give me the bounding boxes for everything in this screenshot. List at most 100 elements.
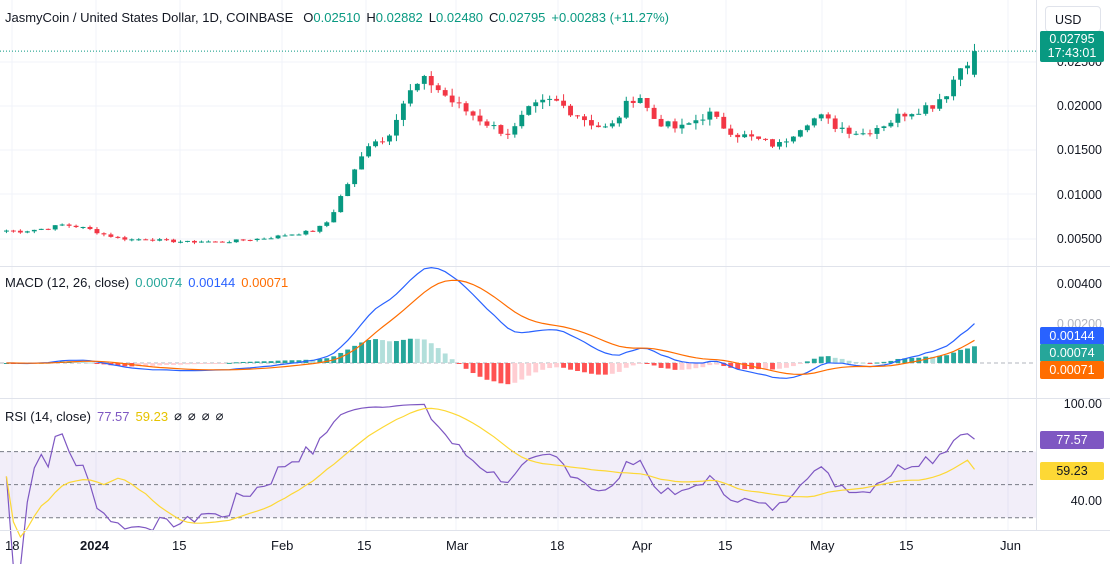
- candle-body: [700, 119, 706, 121]
- macd-histogram-bar: [700, 363, 706, 368]
- candle-body: [212, 241, 218, 243]
- candle-body: [832, 118, 838, 129]
- macd-title[interactable]: MACD (12, 26, close): [5, 275, 130, 290]
- rsi-title[interactable]: RSI (14, close): [5, 408, 91, 424]
- macd-histogram-bar: [944, 355, 950, 363]
- macd-histogram-bar: [651, 363, 657, 366]
- macd-histogram-bar: [400, 339, 406, 363]
- candle-body: [10, 230, 16, 232]
- candle-body: [526, 106, 532, 115]
- candle-body: [282, 235, 288, 237]
- candle-body: [101, 233, 107, 235]
- candle-body: [275, 235, 281, 239]
- macd-histogram-bar: [623, 363, 629, 368]
- candle-body: [790, 136, 796, 142]
- candle-body: [491, 125, 497, 127]
- candle-body: [185, 240, 190, 242]
- candle-body: [777, 142, 782, 147]
- macd-histogram-bar: [484, 363, 490, 380]
- macd-histogram-bar: [846, 360, 852, 363]
- candle-body: [804, 125, 810, 131]
- macd-histogram-bar: [185, 363, 190, 365]
- macd-histogram-bar: [282, 360, 288, 363]
- macd-histogram-bar: [345, 349, 351, 363]
- candle-body: [902, 113, 908, 117]
- candle-body: [38, 228, 44, 230]
- date-axis-label: 15: [357, 538, 372, 553]
- date-axis-label: 15: [172, 538, 187, 553]
- macd-histogram-bar: [728, 363, 734, 368]
- candle-body: [456, 102, 462, 104]
- candle-body: [59, 224, 65, 226]
- macd-histogram-bar: [101, 363, 107, 365]
- macd-histogram-bar: [609, 363, 615, 374]
- candle-body: [352, 169, 358, 185]
- macd-histogram-bar: [658, 363, 664, 368]
- macd-histogram-bar: [296, 360, 302, 363]
- candle-body: [623, 100, 629, 118]
- macd-signal-value: 0.00071: [241, 275, 289, 290]
- rsi-empty-value: ⌀: [174, 408, 182, 423]
- candle-body: [505, 133, 511, 135]
- macd-histogram-bar: [261, 361, 267, 363]
- candle-body: [178, 241, 183, 243]
- candle-body: [554, 98, 560, 101]
- macd-histogram-bar: [853, 361, 859, 363]
- candle-body: [226, 242, 232, 244]
- candle-body: [811, 118, 817, 126]
- candle-body: [463, 103, 469, 112]
- currency-button[interactable]: USD: [1045, 6, 1101, 32]
- candle-body: [616, 117, 622, 124]
- macd-histogram-bar: [881, 361, 887, 363]
- candle-body: [435, 85, 441, 91]
- rsi-empty-value: ⌀: [215, 408, 224, 423]
- candle-body: [951, 79, 957, 97]
- candle-body: [756, 136, 762, 139]
- candle-body: [867, 133, 873, 135]
- pane-divider-rsi[interactable]: [0, 398, 1110, 399]
- macd-histogram-bar: [665, 363, 671, 369]
- macd-histogram-bar: [150, 363, 156, 366]
- macd-histogram-bar: [777, 363, 782, 369]
- candle-body: [129, 239, 135, 241]
- macd-histogram-bar: [512, 363, 518, 383]
- macd-histogram-bar: [310, 359, 316, 363]
- macd-histogram-bar: [825, 356, 831, 363]
- macd-histogram-bar: [526, 363, 532, 376]
- macd-histogram-bar: [790, 363, 796, 367]
- macd-histogram-bar: [359, 342, 365, 363]
- macd-histogram-bar: [902, 358, 908, 363]
- date-axis-label: May: [810, 538, 835, 553]
- candle-body: [261, 238, 267, 240]
- candle-body: [693, 120, 699, 124]
- macd-histogram-bar: [254, 361, 260, 363]
- candle-body: [254, 238, 260, 241]
- rsi-axis-label: 40.00: [1070, 494, 1102, 508]
- pane-divider-macd[interactable]: [0, 266, 1110, 267]
- candle-body: [324, 222, 330, 226]
- candle-body: [568, 105, 573, 116]
- macd-histogram-bar: [547, 363, 553, 369]
- candle-body: [164, 239, 170, 241]
- candle-body: [721, 116, 727, 129]
- macd-histogram-bar: [832, 357, 838, 363]
- candle-body: [240, 239, 246, 241]
- candle-body: [80, 226, 86, 228]
- macd-histogram-bar: [87, 362, 93, 364]
- current-price: 0.02795: [1049, 32, 1095, 46]
- symbol-title[interactable]: JasmyCoin / United States Dollar, 1D, CO…: [5, 10, 294, 25]
- macd-histogram-bar: [595, 363, 601, 375]
- candle-body: [87, 226, 93, 230]
- close-value: 0.02795: [498, 10, 546, 25]
- candle-body: [157, 239, 163, 241]
- candle-body: [533, 102, 539, 107]
- date-axis-label: 18: [5, 538, 20, 553]
- macd-histogram-bar: [672, 363, 678, 370]
- macd-histogram-bar: [707, 363, 713, 366]
- candle-body: [296, 234, 302, 236]
- candle-body: [387, 135, 392, 142]
- macd-histogram-bar: [317, 359, 323, 363]
- date-axis-label: 18: [550, 538, 565, 553]
- rsi-axis-label: 100.00: [1063, 397, 1102, 411]
